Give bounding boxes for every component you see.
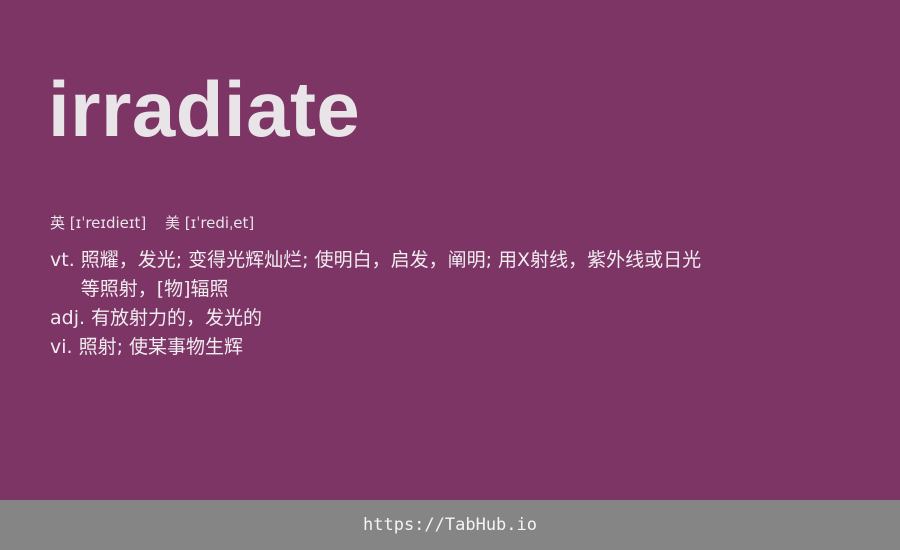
us-label: 美 xyxy=(165,214,181,232)
definitions-list: vt. 照耀，发光; 变得光辉灿烂; 使明白，启发，阐明; 用X射线，紫外线或日… xyxy=(50,246,720,362)
uk-label: 英 xyxy=(50,214,66,232)
part-of-speech: vt. xyxy=(50,249,75,271)
us-ipa: [ɪˈrediˌet] xyxy=(184,214,255,232)
us-phonetic: 美 [ɪˈrediˌet] xyxy=(165,214,254,232)
definition-item: vi. 照射; 使某事物生辉 xyxy=(50,333,720,362)
definition-text: 照射; 使某事物生辉 xyxy=(78,336,244,358)
uk-phonetic: 英 [ɪˈreɪdieɪt] xyxy=(50,214,151,232)
tabhub-link[interactable]: https://TabHub.io xyxy=(363,515,537,535)
uk-ipa: [ɪˈreɪdieɪt] xyxy=(69,214,147,232)
part-of-speech: adj. xyxy=(50,307,86,329)
footer-bar: https://TabHub.io xyxy=(0,500,900,550)
definition-text: 有放射力的，发光的 xyxy=(91,307,263,329)
phonetics: 英 [ɪˈreɪdieɪt] 美 [ɪˈrediˌet] xyxy=(50,213,268,233)
word-title: irradiate xyxy=(48,65,361,153)
word-card: irradiate 英 [ɪˈreɪdieɪt] 美 [ɪˈrediˌet] v… xyxy=(48,65,720,362)
part-of-speech: vi. xyxy=(50,336,73,358)
definition-item: adj. 有放射力的，发光的 xyxy=(50,304,720,333)
definition-item: vt. 照耀，发光; 变得光辉灿烂; 使明白，启发，阐明; 用X射线，紫外线或日… xyxy=(50,246,720,304)
definition-text: 照耀，发光; 变得光辉灿烂; 使明白，启发，阐明; 用X射线，紫外线或日光等照射… xyxy=(80,249,702,300)
